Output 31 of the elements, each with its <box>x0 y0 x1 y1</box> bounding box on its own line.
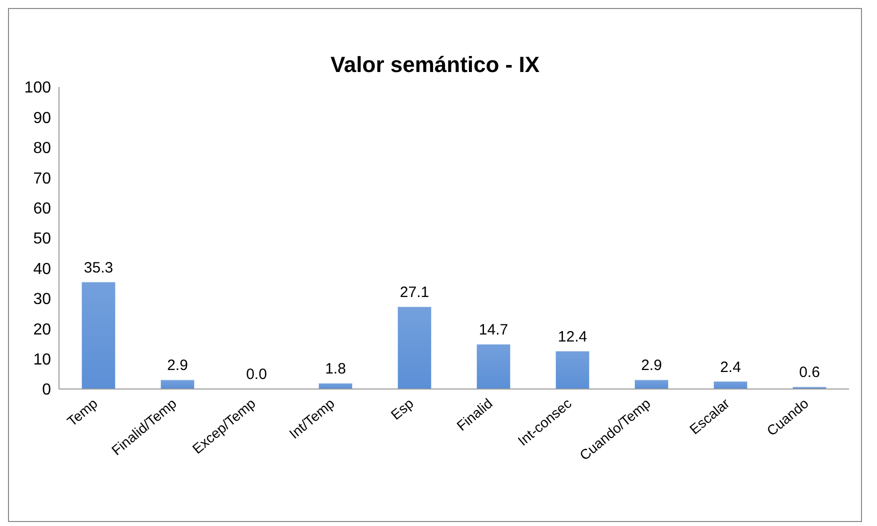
bar <box>714 381 748 389</box>
bar <box>634 380 668 389</box>
y-tick-label: 70 <box>33 170 52 188</box>
x-tick-label: Esp <box>388 394 417 423</box>
bar <box>82 282 116 389</box>
y-tick-label: 90 <box>33 110 52 127</box>
bar <box>318 383 352 389</box>
y-tick-label: 40 <box>33 260 52 278</box>
data-label: 2.9 <box>167 357 188 374</box>
bar <box>556 351 590 389</box>
bar <box>160 380 194 389</box>
y-tick-label: 60 <box>33 200 52 218</box>
y-tick-label: 80 <box>33 140 52 158</box>
y-tick-label: 0 <box>42 382 52 399</box>
y-tick-label: 50 <box>33 230 52 248</box>
data-label: 1.8 <box>325 360 346 378</box>
y-tick-label: 20 <box>33 321 52 338</box>
data-label: 14.7 <box>478 322 508 339</box>
data-label: 35.3 <box>84 259 114 276</box>
data-label: 27.1 <box>400 284 430 302</box>
bar <box>398 306 432 389</box>
bar <box>476 344 510 389</box>
y-tick-label: 10 <box>33 351 52 368</box>
y-tick-label: 30 <box>33 291 52 308</box>
data-label: 2.9 <box>641 357 662 374</box>
data-label: 0.0 <box>246 366 267 383</box>
chart-title: Valor semántico - IX <box>329 52 541 78</box>
y-tick-label: 100 <box>24 80 52 97</box>
data-label: 0.6 <box>799 364 820 382</box>
data-label: 12.4 <box>558 328 588 346</box>
data-label: 2.4 <box>720 358 741 376</box>
